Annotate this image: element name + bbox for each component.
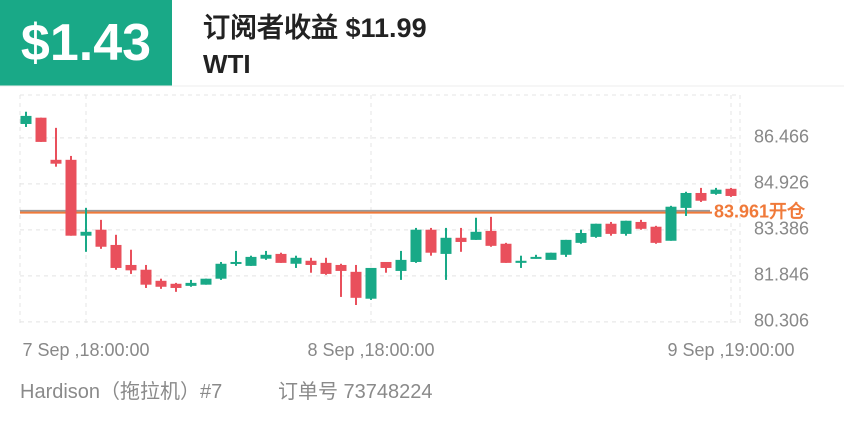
y-tick-label: 84.926: [754, 173, 809, 193]
y-tick-label: 81.846: [754, 265, 809, 285]
candle-body: [140, 269, 152, 285]
candle-body: [560, 239, 572, 255]
candle-body: [710, 189, 722, 194]
x-tick-label: 9 Sep ,19:00:00: [667, 340, 794, 360]
x-tick-label: 8 Sep ,18:00:00: [307, 340, 434, 360]
y-tick-label: 86.466: [754, 127, 809, 147]
candle-body: [470, 231, 482, 240]
candle-body: [725, 188, 737, 196]
candle-body: [650, 226, 662, 243]
open-position-label: 83.961开仓: [714, 200, 806, 221]
profit-badge: $1.43: [0, 0, 172, 86]
candle-body: [215, 263, 227, 279]
candle-body: [230, 261, 242, 264]
candle-body: [635, 221, 647, 229]
candle-body: [170, 283, 182, 288]
candle-body: [620, 220, 632, 234]
candle-body: [605, 223, 617, 234]
candle-body: [455, 237, 467, 242]
candle-body: [515, 260, 527, 263]
candle-body: [440, 237, 452, 254]
candle-body: [380, 261, 392, 268]
candle-body: [350, 271, 362, 298]
candle-body: [35, 117, 47, 142]
candle-body: [110, 244, 122, 268]
x-tick-label: 7 Sep ,18:00:00: [22, 340, 149, 360]
candle-body: [50, 159, 62, 164]
candle-body: [410, 229, 422, 262]
candle-body: [260, 254, 272, 259]
symbol: WTI: [203, 49, 251, 79]
candle-body: [500, 243, 512, 263]
title: 订阅者收益 $11.99: [203, 13, 427, 43]
candle-body: [245, 256, 257, 266]
account: Hardison（拖拉机）#7: [20, 381, 223, 403]
candle-body: [200, 278, 212, 285]
candle-body: [80, 231, 92, 236]
candle-body: [95, 229, 107, 247]
candle-body: [65, 159, 77, 236]
candle-body: [680, 192, 692, 208]
candle-body: [320, 262, 332, 274]
candle-body: [590, 223, 602, 237]
candle-body: [305, 260, 317, 265]
candle-body: [545, 252, 557, 260]
order-number: 订单号 73748224: [278, 381, 433, 403]
y-tick-label: 80.306: [754, 311, 809, 331]
y-tick-label: 83.386: [754, 219, 809, 239]
candle-body: [275, 253, 287, 263]
candle-body: [335, 264, 347, 271]
candle-body: [20, 115, 32, 124]
candle-body: [185, 282, 197, 286]
candle-body: [695, 192, 707, 201]
candle-body: [125, 264, 137, 271]
candle-body: [425, 229, 437, 253]
candle-body: [155, 280, 167, 287]
candle-body: [290, 257, 302, 264]
candle-body: [575, 233, 587, 243]
candle-body: [485, 230, 497, 246]
candle-body: [530, 256, 542, 259]
candle-body: [395, 259, 407, 271]
candle-body: [365, 267, 377, 299]
candle-body: [665, 206, 677, 241]
